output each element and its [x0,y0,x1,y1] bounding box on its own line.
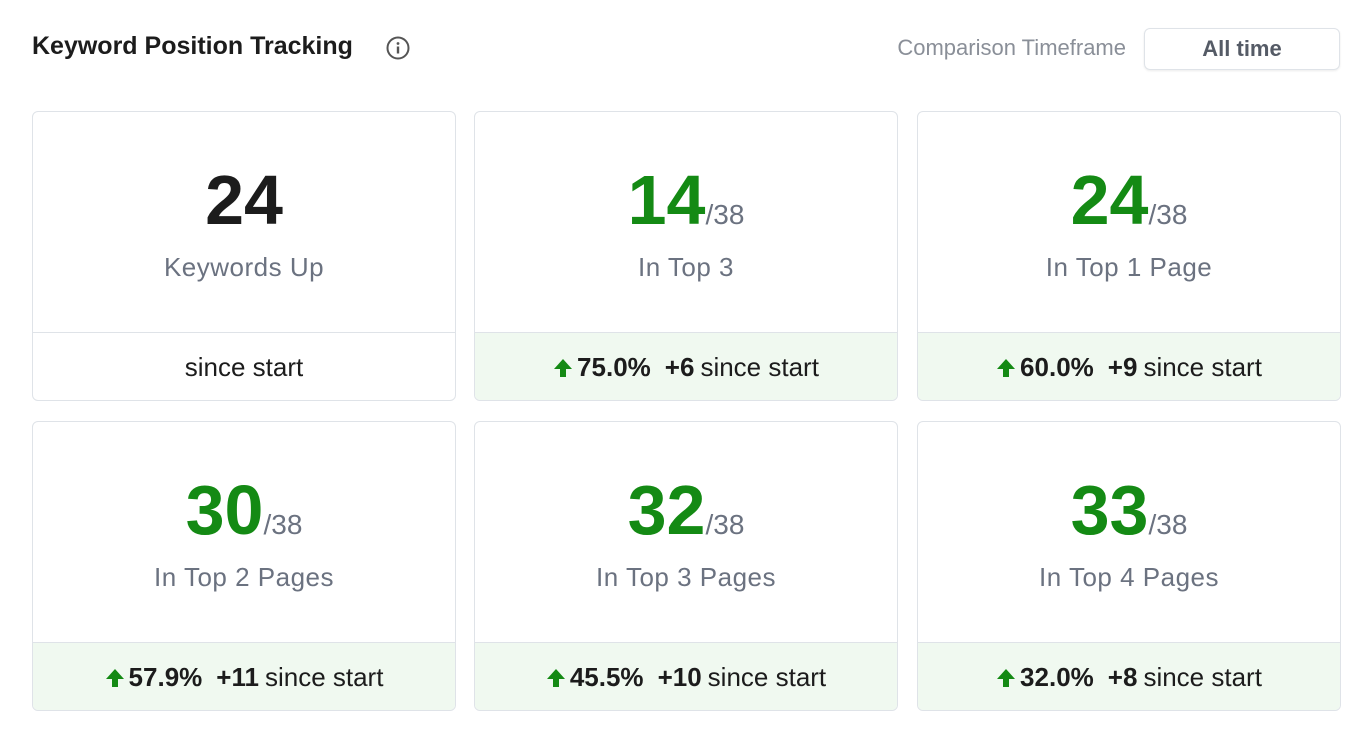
metric-label: In Top 2 Pages [154,562,334,592]
change-delta: +11 [216,662,259,692]
metric-value: 24 [205,161,283,239]
metric-card: 24 Keywords Up since start [32,111,456,401]
footer-text: since start [707,662,827,692]
change-percent: 60.0% [1020,352,1094,382]
metric-label: In Top 4 Pages [1039,562,1219,592]
card-body: 24/38 In Top 1 Page [918,112,1340,333]
metric-value: 24 [1070,161,1149,239]
metric-row: 24/38 [918,112,1340,240]
card-body: 30/38 In Top 2 Pages [33,422,455,643]
metric-label: Keywords Up [163,252,325,282]
metric-card: 14/38 In Top 3 75.0% +6 since start [474,111,898,401]
metric-card: 32/38 In Top 3 Pages 45.5% +10 since start [474,421,898,711]
metric-row: 14/38 [475,112,897,240]
change-delta: +8 [1107,662,1138,692]
change-percent: 75.0% [577,352,651,382]
change-percent: 45.5% [569,662,644,692]
metric-total: /38 [1148,509,1188,540]
card-body: 33/38 In Top 4 Pages [918,422,1340,643]
change-delta: +6 [664,352,695,382]
change-percent: 32.0% [1020,662,1094,692]
up-arrow [546,668,565,687]
metric-value: 30 [185,471,264,549]
up-arrow [997,668,1016,687]
card-footer: 57.9% +11 since start [33,643,455,710]
card-body: 32/38 In Top 3 Pages [475,422,897,643]
card-footer: 75.0% +6 since start [475,333,897,400]
change-percent: 57.9% [128,662,203,692]
footer-text: since start [184,352,304,382]
card-footer: 60.0% +9 since start [918,333,1340,400]
metric-card: 30/38 In Top 2 Pages 57.9% +11 since start [32,421,456,711]
metric-card: 33/38 In Top 4 Pages 32.0% +8 since start [917,421,1341,711]
up-arrow [554,358,573,377]
metric-card: 24/38 In Top 1 Page 60.0% +9 since start [917,111,1341,401]
up-arrow [997,358,1016,377]
footer-text: since start [1143,662,1262,692]
info-icon[interactable] [386,36,410,60]
up-arrow [105,668,124,687]
footer-text: since start [1143,352,1262,382]
metric-row: 33/38 [918,422,1340,550]
card-body: 14/38 In Top 3 [475,112,897,333]
metric-total: /38 [1148,199,1188,230]
card-footer: 45.5% +10 since start [475,643,897,710]
metric-value: 32 [627,471,706,549]
metric-label: In Top 3 Pages [596,562,776,592]
metric-label: In Top 3 [637,252,735,282]
change-delta: +9 [1107,352,1138,382]
metric-total: /38 [705,199,745,230]
card-body: 24 Keywords Up [33,112,455,333]
metric-total: /38 [263,509,303,540]
metric-row: 24 [33,112,455,240]
metric-total: /38 [705,509,745,540]
footer-text: since start [700,352,819,382]
card-footer: 32.0% +8 since start [918,643,1340,710]
widget-title: Keyword Position Tracking [32,32,353,60]
metric-label: In Top 1 Page [1045,252,1213,282]
timeframe-label: Comparison Timeframe [897,35,1126,60]
card-footer: since start [33,333,455,400]
footer-text: since start [264,662,384,692]
metric-value: 33 [1070,471,1149,549]
change-delta: +10 [657,662,702,692]
metric-row: 32/38 [475,422,897,550]
metric-row: 30/38 [33,422,455,550]
timeframe-button[interactable]: All time [1144,28,1340,70]
metric-value: 14 [627,161,706,239]
